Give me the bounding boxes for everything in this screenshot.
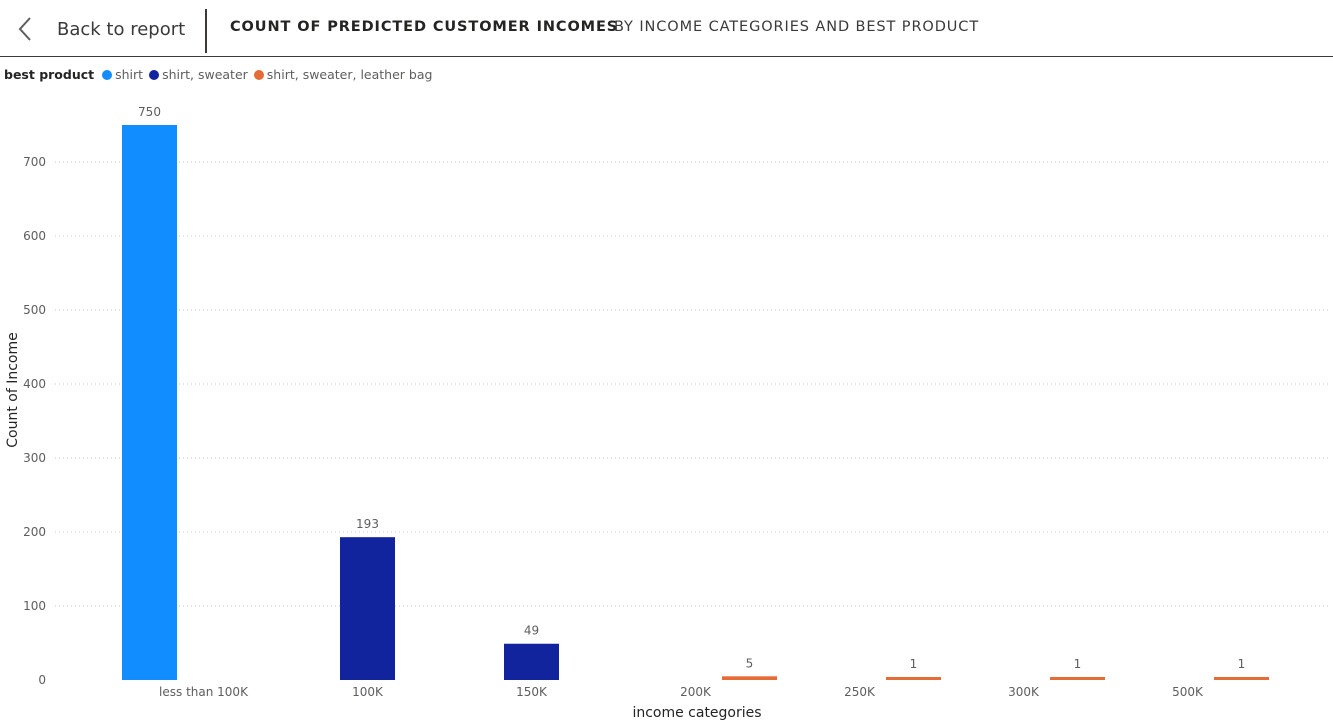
y-tick-label: 300	[23, 451, 46, 465]
legend-item-shirt-sweater-leather-bag[interactable]: shirt, sweater, leather bag	[253, 67, 433, 82]
x-tick-label: 200K	[680, 685, 712, 699]
bar-150k[interactable]	[504, 643, 559, 680]
data-label: 49	[524, 624, 539, 638]
bar-200k[interactable]	[722, 676, 777, 680]
legend-dot-shirt-sweater-leather-bag	[253, 69, 264, 80]
legend-label-shirt-sweater: shirt, sweater	[162, 67, 248, 82]
y-tick-label: 100	[23, 599, 46, 613]
chevron-left-icon	[18, 17, 31, 41]
x-tick-label: less than 100K	[159, 685, 249, 699]
data-label: 1	[1074, 657, 1082, 671]
bar-less-than-100k[interactable]	[122, 125, 177, 680]
legend-item-shirt-sweater[interactable]: shirt, sweater	[149, 67, 248, 82]
data-label: 1	[1238, 657, 1246, 671]
y-tick-label: 0	[38, 673, 46, 687]
x-tick-label: 500K	[1172, 685, 1204, 699]
back-to-report-button[interactable]: Back to report	[18, 12, 185, 46]
chart-legend: best product shirt shirt, sweater shirt,…	[4, 67, 438, 82]
x-tick-label: 150K	[516, 685, 548, 699]
bar-300k[interactable]	[1050, 677, 1105, 680]
y-tick-label: 500	[23, 303, 46, 317]
y-tick-label: 600	[23, 229, 46, 243]
bar-500k[interactable]	[1214, 677, 1269, 680]
page-title: COUNT OF PREDICTED CUSTOMER INCOMES	[230, 19, 619, 35]
x-tick-label: 300K	[1008, 685, 1040, 699]
x-tick-label: 250K	[844, 685, 876, 699]
legend-label-shirt: shirt	[115, 67, 144, 82]
y-tick-label: 200	[23, 525, 46, 539]
data-label: 193	[356, 517, 379, 531]
back-label: Back to report	[57, 18, 186, 40]
bar-100k[interactable]	[340, 537, 395, 680]
x-axis-title: income categories	[632, 705, 761, 721]
data-label: 750	[138, 105, 161, 119]
legend-label-shirt-sweater-leather-bag: shirt, sweater, leather bag	[266, 67, 433, 82]
legend-title: best product	[4, 67, 95, 82]
legend-dot-shirt	[102, 69, 113, 80]
data-label: 1	[910, 657, 918, 671]
y-tick-label: 700	[23, 155, 46, 169]
x-tick-label: 100K	[352, 685, 384, 699]
report-header: Back to report COUNT OF PREDICTED CUSTOM…	[0, 0, 1333, 57]
bar-250k[interactable]	[886, 677, 941, 680]
legend-item-shirt[interactable]: shirt	[102, 67, 143, 82]
legend-dot-shirt-sweater	[149, 69, 160, 80]
data-label: 5	[746, 656, 754, 670]
header-divider	[205, 9, 207, 53]
y-tick-label: 400	[23, 377, 46, 391]
y-axis-title: Count of Income	[5, 332, 21, 448]
page-subtitle: BY INCOME CATEGORIES AND BEST PRODUCT	[614, 19, 980, 35]
